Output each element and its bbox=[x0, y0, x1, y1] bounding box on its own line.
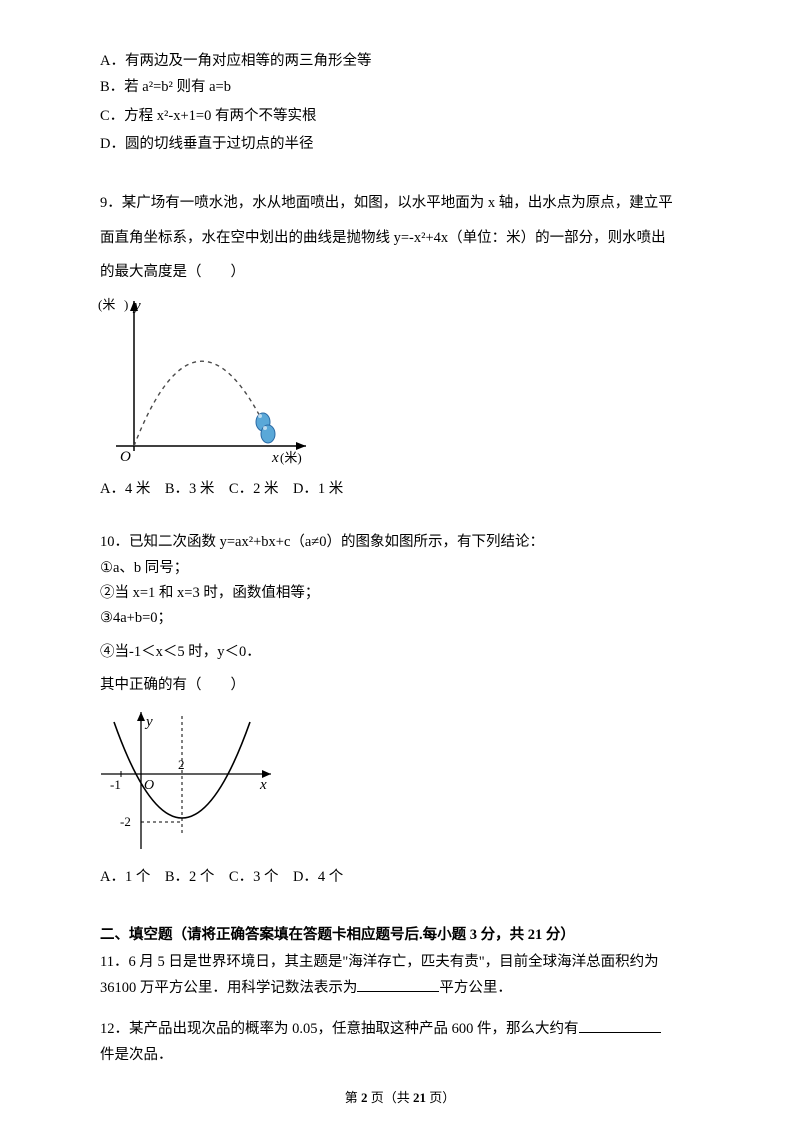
footer-a: 第 bbox=[345, 1090, 361, 1105]
q10-options: A．1 个 B．2 个 C．3 个 D．4 个 bbox=[100, 866, 700, 888]
q12-text-a: 12．某产品出现次品的概率为 0.05，任意抽取这种产品 600 件，那么大约有 bbox=[100, 1021, 579, 1037]
svg-text:x: x bbox=[271, 450, 279, 466]
q10-figure: y x O -1 2 -2 bbox=[96, 704, 700, 861]
q12-line2: 件是次品． bbox=[100, 1044, 700, 1066]
svg-text:y: y bbox=[132, 298, 141, 314]
option-d: D．圆的切线垂直于过切点的半径 bbox=[100, 133, 700, 155]
svg-text:2: 2 bbox=[178, 757, 185, 772]
footer-c: 页） bbox=[426, 1090, 455, 1105]
question-12: 12．某产品出现次品的概率为 0.05，任意抽取这种产品 600 件，那么大约有… bbox=[100, 1018, 700, 1067]
q10-line6: 其中正确的有（ ） bbox=[100, 673, 700, 698]
q12-line1: 12．某产品出现次品的概率为 0.05，任意抽取这种产品 600 件，那么大约有 bbox=[100, 1018, 700, 1040]
q11-blank bbox=[357, 978, 439, 992]
footer-total: 21 bbox=[413, 1090, 426, 1105]
q9-line1: 9．某广场有一喷水池，水从地面喷出，如图，以水平地面为 x 轴，出水点为原点，建… bbox=[100, 186, 700, 221]
svg-text:): ) bbox=[124, 297, 128, 312]
q9-ylabel: (米 bbox=[98, 297, 115, 312]
svg-text:-2: -2 bbox=[120, 814, 131, 829]
option-a: A．有两边及一角对应相等的两三角形全等 bbox=[100, 50, 700, 72]
q10-line4: ③4a+b=0； bbox=[100, 606, 700, 631]
q11-text-b: 平方公里． bbox=[439, 980, 512, 996]
q9-options: A．4 米 B．3 米 C．2 米 D．1 米 bbox=[100, 478, 700, 500]
q9-line2: 面直角坐标系，水在空中划出的曲线是抛物线 y=-x²+4x（单位：米）的一部分，… bbox=[100, 221, 700, 256]
page-footer: 第 2 页（共 21 页） bbox=[0, 1087, 800, 1106]
question-9: 9．某广场有一喷水池，水从地面喷出，如图，以水平地面为 x 轴，出水点为原点，建… bbox=[100, 186, 700, 290]
q11-line2: 36100 万平方公里．用科学记数法表示为 平方公里． bbox=[100, 977, 700, 999]
option-c: C．方程 x²-x+1=0 有两个不等实根 bbox=[100, 105, 700, 127]
svg-text:x: x bbox=[259, 777, 267, 793]
q10-line2: ①a、b 同号； bbox=[100, 556, 700, 581]
q10-line5: ④当-1＜x＜5 时，y＜0． bbox=[100, 640, 700, 665]
page-content: A．有两边及一角对应相等的两三角形全等 B．若 a²=b² 则有 a=b C．方… bbox=[0, 0, 800, 1101]
q9-figure: (米 ) y O x (米) bbox=[96, 296, 700, 473]
footer-b: 页（共 bbox=[367, 1090, 413, 1105]
q9-line3: 的最大高度是（ ） bbox=[100, 255, 700, 290]
svg-text:O: O bbox=[144, 778, 154, 793]
option-b: B．若 a²=b² 则有 a=b bbox=[100, 76, 700, 98]
q9-origin: O bbox=[120, 449, 131, 465]
q10-line1: 10．已知二次函数 y=ax²+bx+c（a≠0）的图象如图所示，有下列结论： bbox=[100, 530, 700, 555]
svg-text:y: y bbox=[144, 714, 153, 730]
svg-text:-1: -1 bbox=[110, 777, 121, 792]
q11-line1: 11．6 月 5 日是世界环境日，其主题是"海洋存亡，匹夫有责"，目前全球海洋总… bbox=[100, 951, 700, 973]
q11-text-a: 36100 万平方公里．用科学记数法表示为 bbox=[100, 980, 357, 996]
q10-line3: ②当 x=1 和 x=3 时，函数值相等； bbox=[100, 581, 700, 606]
question-10: 10．已知二次函数 y=ax²+bx+c（a≠0）的图象如图所示，有下列结论： … bbox=[100, 530, 700, 698]
section-2-title: 二、填空题（请将正确答案填在答题卡相应题号后.每小题 3 分，共 21 分） bbox=[100, 924, 700, 946]
svg-text:(米): (米) bbox=[280, 450, 302, 465]
q12-blank bbox=[579, 1019, 661, 1033]
